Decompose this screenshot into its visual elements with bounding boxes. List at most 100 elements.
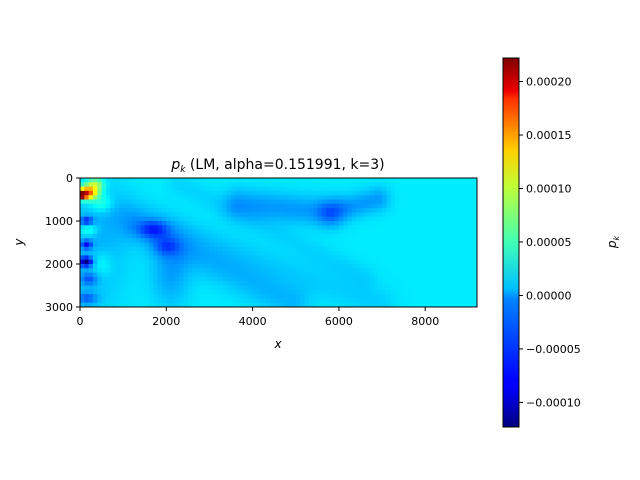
- heatmap-cell: [196, 289, 202, 295]
- heatmap-cell: [174, 182, 180, 188]
- heatmap-cell: [226, 251, 232, 256]
- heatmap-cell: [407, 208, 413, 213]
- heatmap-cell: [149, 251, 154, 256]
- heatmap-cell: [174, 208, 180, 213]
- heatmap-cell: [166, 255, 172, 261]
- heatmap-cell: [157, 259, 163, 265]
- heatmap-cell: [231, 178, 236, 183]
- heatmap-cell: [351, 216, 357, 222]
- heatmap-cell: [291, 229, 297, 235]
- heatmap-cell: [429, 259, 435, 265]
- heatmap-cell: [114, 276, 120, 282]
- heatmap-cell: [101, 255, 107, 261]
- heatmap-cell: [192, 264, 198, 269]
- heatmap-cell: [455, 251, 461, 256]
- heatmap-cell: [369, 272, 375, 278]
- heatmap-cell: [123, 302, 129, 307]
- heatmap-cell: [231, 268, 236, 274]
- heatmap-cell: [395, 276, 400, 282]
- heatmap-cell: [269, 212, 275, 218]
- heatmap-cell: [425, 285, 431, 291]
- heatmap-cell: [313, 195, 318, 201]
- heatmap-cell: [399, 281, 405, 287]
- heatmap-cell: [153, 246, 159, 252]
- heatmap-cell: [325, 268, 331, 274]
- heatmap-cell: [196, 238, 202, 244]
- heatmap-cell: [442, 255, 448, 261]
- heatmap-cell: [222, 233, 228, 239]
- heatmap-cell: [369, 289, 375, 295]
- heatmap-cell: [377, 289, 383, 295]
- heatmap-cell: [88, 178, 94, 183]
- heatmap-cell: [183, 268, 189, 274]
- heatmap-cell: [282, 229, 288, 235]
- heatmap-cell: [416, 242, 422, 248]
- heatmap-cell: [179, 276, 185, 282]
- heatmap-cell: [118, 178, 124, 183]
- heatmap-cell: [144, 298, 150, 304]
- heatmap-cell: [291, 268, 297, 274]
- heatmap-cell: [347, 298, 353, 304]
- heatmap-cell: [269, 259, 275, 265]
- heatmap-cell: [269, 195, 275, 201]
- heatmap-cell: [369, 203, 375, 209]
- heatmap-cell: [179, 229, 185, 235]
- heatmap-cell: [321, 298, 327, 304]
- heatmap-cell: [468, 276, 474, 282]
- heatmap-cell: [325, 302, 331, 307]
- heatmap-cell: [455, 281, 461, 287]
- heatmap-cell: [334, 242, 340, 248]
- heatmap-cell: [399, 212, 405, 218]
- heatmap-cell: [88, 242, 94, 248]
- heatmap-cell: [243, 186, 249, 192]
- heatmap-cell: [252, 199, 258, 205]
- heatmap-cell: [97, 268, 103, 274]
- heatmap-cell: [334, 233, 340, 239]
- heatmap-cell: [377, 195, 383, 201]
- heatmap-cell: [382, 221, 387, 226]
- heatmap-cell: [261, 190, 267, 196]
- heatmap-cell: [395, 259, 400, 265]
- heatmap-cell: [399, 225, 405, 231]
- heatmap-cell: [325, 212, 331, 218]
- heatmap-cell: [200, 246, 206, 252]
- heatmap-cell: [235, 281, 241, 287]
- heatmap-cell: [110, 251, 116, 256]
- heatmap-cell: [390, 238, 396, 244]
- heatmap-cell: [390, 212, 396, 218]
- heatmap-cell: [157, 272, 163, 278]
- heatmap-cell: [334, 182, 340, 188]
- heatmap-cell: [161, 182, 167, 188]
- heatmap-cell: [127, 281, 133, 287]
- heatmap-cell: [334, 229, 340, 235]
- heatmap-cell: [226, 233, 232, 239]
- heatmap-cell: [261, 285, 267, 291]
- heatmap-cell: [438, 294, 444, 299]
- heatmap-cell: [433, 285, 439, 291]
- heatmap-cell: [231, 212, 236, 218]
- heatmap-cell: [446, 302, 452, 307]
- heatmap-cell: [429, 203, 435, 209]
- heatmap-cell: [317, 229, 323, 235]
- heatmap-cell: [239, 182, 245, 188]
- heatmap-cell: [101, 242, 107, 248]
- heatmap-cell: [97, 298, 103, 304]
- heatmap-cell: [183, 255, 189, 261]
- heatmap-cell: [269, 289, 275, 295]
- heatmap-cell: [144, 289, 150, 295]
- heatmap-cell: [459, 242, 465, 248]
- colorbar-tick-label: 0.00000: [526, 289, 572, 302]
- heatmap-cell: [459, 233, 465, 239]
- heatmap-cell: [101, 186, 107, 192]
- heatmap-cell: [433, 242, 439, 248]
- heatmap-cell: [239, 199, 245, 205]
- heatmap-cell: [118, 289, 124, 295]
- heatmap-cell: [131, 285, 137, 291]
- heatmap-cell: [386, 203, 392, 209]
- heatmap-cell: [97, 238, 103, 244]
- heatmap-cell: [403, 294, 409, 299]
- heatmap-cell: [200, 268, 206, 274]
- heatmap-cell: [84, 199, 90, 205]
- heatmap-cell: [433, 229, 439, 235]
- heatmap-cell: [127, 268, 133, 274]
